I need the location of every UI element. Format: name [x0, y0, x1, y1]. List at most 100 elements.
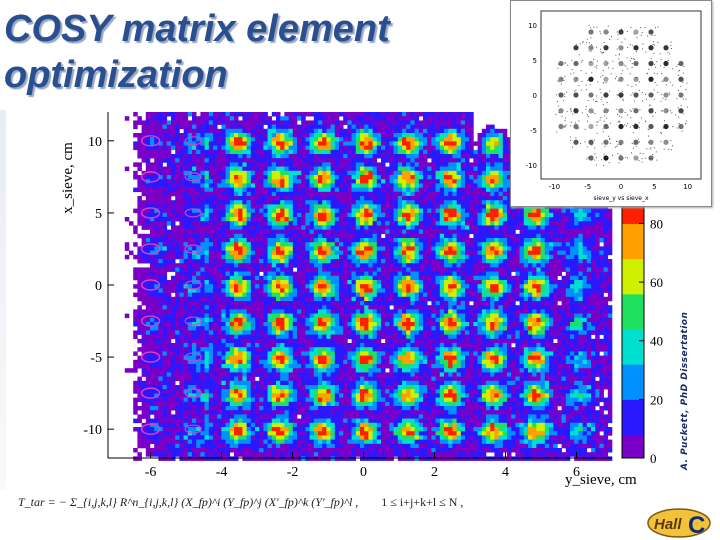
heatmap-cell	[204, 212, 210, 218]
heatmap-cell	[284, 128, 289, 134]
heatmap-cell	[385, 221, 390, 226]
heatmap-cell	[557, 221, 562, 226]
heatmap-cell	[410, 179, 415, 184]
heatmap-cell	[246, 196, 252, 201]
heatmap-cell	[238, 246, 243, 251]
heatmap-cell	[200, 280, 205, 285]
heatmap-cell	[494, 149, 499, 155]
heatmap-cell	[179, 179, 184, 184]
heatmap-cell	[431, 154, 436, 159]
heatmap-cell	[225, 154, 231, 159]
heatmap-cell	[351, 112, 357, 117]
heatmap-cell	[175, 238, 180, 243]
heatmap-cell	[586, 301, 592, 306]
heatmap-cell	[246, 128, 252, 134]
heatmap-cell	[200, 175, 205, 180]
heatmap-cell	[486, 191, 491, 197]
heatmap-cell	[339, 191, 344, 197]
heatmap-cell	[423, 292, 428, 298]
heatmap-cell	[158, 229, 163, 235]
heatmap-cell	[372, 158, 378, 163]
heatmap-cell	[238, 284, 243, 289]
heatmap-cell	[213, 149, 218, 155]
heatmap-cell	[250, 187, 256, 193]
heatmap-cell	[133, 112, 138, 117]
heatmap-cell	[246, 275, 252, 281]
heatmap-cell	[393, 212, 399, 218]
heatmap-cell	[343, 116, 348, 121]
heatmap-cell	[217, 133, 222, 138]
heatmap-cell	[494, 196, 499, 201]
heatmap-cell	[460, 183, 466, 188]
heatmap-cell	[246, 284, 252, 289]
heatmap-cell	[145, 292, 151, 298]
heatmap-cell	[351, 170, 357, 176]
heatmap-cell	[255, 145, 260, 151]
heatmap-cell	[435, 124, 441, 130]
heatmap-cell	[208, 288, 214, 293]
heatmap-cell	[292, 187, 298, 193]
heatmap-cell	[477, 275, 483, 281]
heatmap-cell	[435, 179, 441, 184]
heatmap-cell	[250, 128, 256, 134]
heatmap-cell	[271, 133, 277, 138]
heatmap-cell	[343, 154, 348, 159]
heatmap-cell	[410, 204, 415, 209]
heatmap-cell	[318, 221, 323, 226]
heatmap-cell	[255, 183, 260, 188]
heatmap-cell	[381, 124, 386, 130]
heatmap-cell	[519, 296, 525, 302]
heatmap-cell	[196, 217, 201, 222]
heatmap-cell	[456, 267, 462, 272]
heatmap-cell	[532, 288, 537, 293]
heatmap-cell	[334, 271, 340, 277]
heatmap-cell	[208, 242, 214, 247]
heatmap-cell	[313, 191, 319, 197]
heatmap-cell	[183, 187, 189, 193]
heatmap-cell	[221, 288, 226, 293]
heatmap-cell	[448, 242, 453, 247]
heatmap-cell	[578, 238, 583, 243]
heatmap-cell	[481, 162, 487, 167]
heatmap-cell	[301, 233, 306, 239]
heatmap-cell	[175, 196, 180, 201]
heatmap-cell	[570, 296, 575, 302]
heatmap-cell	[465, 162, 470, 167]
heatmap-cell	[322, 267, 327, 272]
heatmap-cell	[246, 229, 252, 235]
heatmap-cell	[347, 250, 352, 256]
heatmap-cell	[196, 275, 201, 281]
heatmap-cell	[276, 254, 281, 260]
heatmap-cell	[133, 141, 138, 146]
heatmap-cell	[255, 200, 260, 205]
heatmap-cell	[511, 250, 516, 256]
heatmap-cell	[187, 162, 193, 167]
heatmap-cell	[511, 296, 516, 302]
heatmap-cell	[137, 305, 142, 310]
heatmap-cell	[158, 275, 163, 281]
heatmap-cell	[603, 259, 609, 264]
heatmap-cell	[221, 259, 226, 264]
heatmap-cell	[213, 267, 218, 272]
heatmap-cell	[477, 238, 483, 243]
heatmap-cell	[460, 154, 466, 159]
heatmap-cell	[519, 217, 525, 222]
heatmap-cell	[385, 296, 390, 302]
heatmap-cell	[381, 149, 386, 155]
heatmap-cell	[213, 229, 218, 235]
heatmap-cell	[393, 137, 399, 142]
heatmap-cell	[141, 133, 147, 138]
heatmap-cell	[376, 267, 382, 272]
heatmap-cell	[162, 187, 168, 193]
heatmap-cell	[343, 120, 348, 125]
heatmap-cell	[162, 158, 168, 163]
heatmap-cell	[183, 196, 189, 201]
heatmap-cell	[368, 263, 373, 268]
heatmap-cell	[187, 187, 193, 193]
heatmap-cell	[481, 284, 487, 289]
heatmap-cell	[582, 217, 588, 222]
heatmap-cell	[486, 254, 491, 260]
heatmap-cell	[183, 225, 189, 230]
heatmap-cell	[444, 292, 449, 298]
heatmap-cell	[259, 225, 264, 230]
